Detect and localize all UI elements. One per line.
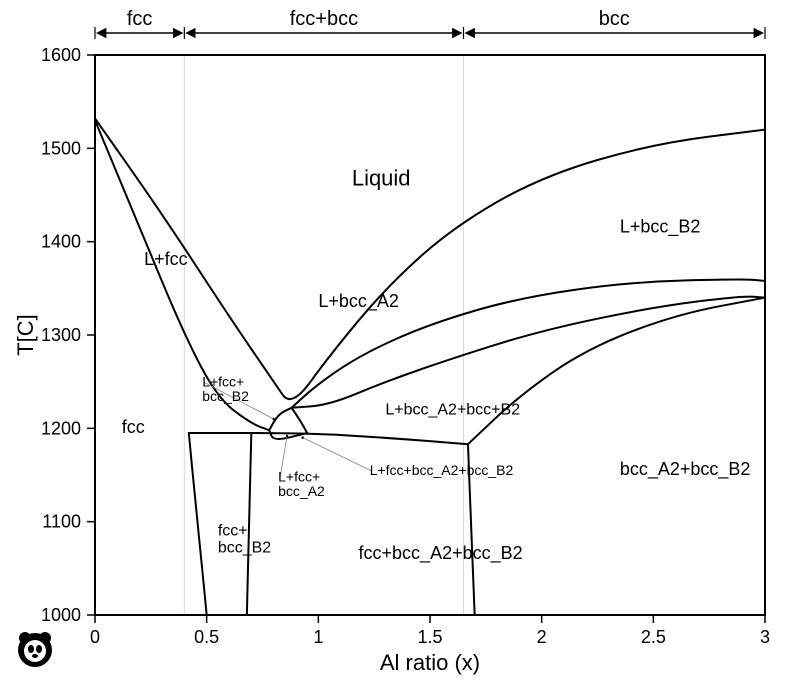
y-tick-label: 1400 bbox=[41, 232, 81, 252]
x-axis-label: Al ratio (x) bbox=[380, 650, 480, 675]
callout-label: L+fcc+bcc_A2 bbox=[278, 469, 325, 500]
logo-icon bbox=[18, 632, 52, 667]
x-tick-label: 3 bbox=[760, 627, 770, 647]
y-tick-label: 1000 bbox=[41, 605, 81, 625]
region-label: L+bcc_A2 bbox=[318, 291, 399, 312]
region-label: fcc bbox=[122, 417, 145, 437]
y-tick-label: 1500 bbox=[41, 138, 81, 158]
region-label: fcc+bcc_A2+bcc_B2 bbox=[359, 543, 523, 564]
x-tick-label: 2 bbox=[537, 627, 547, 647]
x-tick-label: 0.5 bbox=[194, 627, 219, 647]
y-tick-label: 1100 bbox=[42, 512, 81, 532]
x-tick-label: 1 bbox=[313, 627, 323, 647]
region-label: L+fcc bbox=[144, 249, 188, 269]
x-tick-label: 1.5 bbox=[417, 627, 442, 647]
top-range-label: fcc+bcc bbox=[290, 8, 358, 30]
top-range-label: bcc bbox=[599, 8, 630, 30]
region-label: L+bcc_A2+bcc+B2 bbox=[385, 401, 520, 418]
phase-diagram: 0 0.5 1 1.5 2 2.5 3 1000 1100 1200 1300 1400 1500 160… bbox=[0, 0, 800, 689]
y-axis-label: T[C] bbox=[13, 314, 38, 356]
x-tick-label: 2.5 bbox=[641, 627, 666, 647]
y-tick-label: 1300 bbox=[41, 325, 81, 345]
region-label: Liquid bbox=[352, 166, 411, 191]
chart-bg bbox=[0, 0, 800, 689]
y-tick-label: 1600 bbox=[41, 45, 81, 65]
callout-label: L+fcc+bcc_B2 bbox=[202, 373, 249, 404]
region-label: L+bcc_B2 bbox=[620, 216, 701, 237]
top-range-label: fcc bbox=[127, 8, 153, 30]
y-tick-label: 1200 bbox=[41, 418, 81, 438]
region-label: bcc_A2+bcc_B2 bbox=[620, 459, 751, 480]
callout-label: L+fcc+bcc_A2+bcc_B2 bbox=[370, 462, 514, 478]
x-tick-label: 0 bbox=[90, 627, 100, 647]
